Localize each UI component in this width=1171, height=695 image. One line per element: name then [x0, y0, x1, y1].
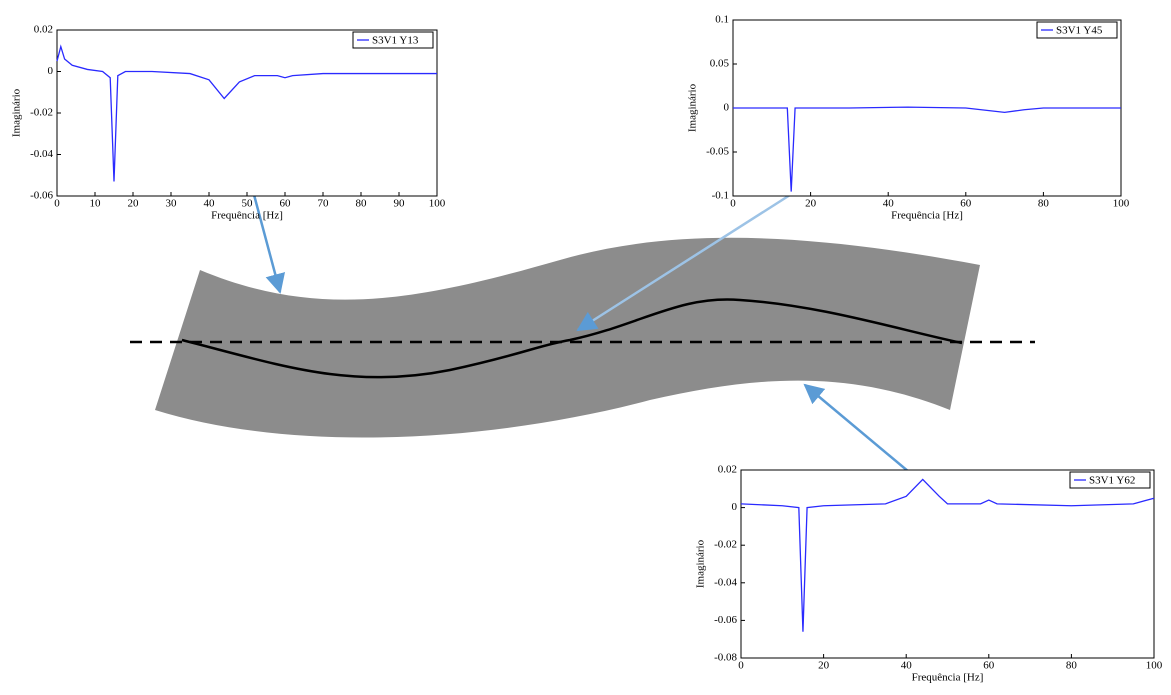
- y-tick-label: -0.06: [714, 614, 737, 626]
- x-tick-label: 70: [318, 198, 330, 210]
- x-tick-label: 50: [242, 198, 254, 210]
- x-tick-label: 100: [429, 198, 446, 210]
- y-tick-label: 0.02: [718, 464, 737, 476]
- x-tick-label: 100: [1146, 660, 1163, 672]
- x-tick-label: 90: [394, 198, 406, 210]
- x-tick-label: 60: [280, 198, 292, 210]
- legend-label: S3V1 Y45: [1056, 25, 1103, 37]
- x-tick-label: 80: [1038, 198, 1050, 210]
- y-tick-label: 0: [732, 501, 738, 513]
- y-tick-label: -0.04: [30, 148, 53, 160]
- arrow: [805, 385, 915, 477]
- y-tick-label: 0.02: [34, 24, 53, 36]
- x-tick-label: 30: [166, 198, 178, 210]
- y-axis-label: Imaginário: [695, 539, 707, 588]
- y-tick-label: -0.08: [714, 652, 737, 664]
- legend-label: S3V1 Y62: [1089, 475, 1135, 487]
- figure: 0 10 20 30 40 50 60 70 80 90 100 -0.06 -0.04 -0.02 0 0.…: [0, 0, 1171, 690]
- beam-band: [155, 238, 980, 438]
- x-tick-label: 0: [738, 660, 744, 672]
- y-tick-label: -0.05: [706, 146, 729, 158]
- y-tick-label: 0: [724, 102, 730, 114]
- x-tick-label: 80: [356, 198, 368, 210]
- y-tick-label: -0.04: [714, 576, 737, 588]
- x-tick-label: 60: [960, 198, 972, 210]
- y-tick-label: -0.02: [30, 107, 53, 119]
- x-tick-label: 60: [983, 660, 995, 672]
- y-tick-label: -0.1: [712, 190, 729, 202]
- x-tick-label: 10: [90, 198, 102, 210]
- y-axis-label: Imaginário: [11, 88, 23, 137]
- x-tick-label: 0: [730, 198, 736, 210]
- y-tick-label: 0.1: [715, 14, 729, 26]
- y-tick-label: 0: [48, 65, 54, 77]
- x-tick-label: 40: [204, 198, 216, 210]
- x-tick-label: 40: [883, 198, 895, 210]
- x-tick-label: 20: [128, 198, 140, 210]
- y-tick-label: -0.02: [714, 539, 737, 551]
- x-tick-label: 100: [1113, 198, 1130, 210]
- x-tick-label: 20: [818, 660, 830, 672]
- x-axis-label: Frequência [Hz]: [211, 210, 283, 222]
- x-tick-label: 40: [901, 660, 913, 672]
- y-tick-label: -0.06: [30, 190, 53, 202]
- y-tick-label: 0.05: [710, 58, 730, 70]
- x-axis-label: Frequência [Hz]: [912, 672, 984, 684]
- y-axis-label: Imaginário: [687, 83, 699, 132]
- x-axis-label: Frequência [Hz]: [891, 210, 963, 222]
- x-tick-label: 0: [54, 198, 60, 210]
- x-tick-label: 20: [805, 198, 817, 210]
- x-tick-label: 80: [1066, 660, 1078, 672]
- legend-label: S3V1 Y13: [372, 35, 419, 47]
